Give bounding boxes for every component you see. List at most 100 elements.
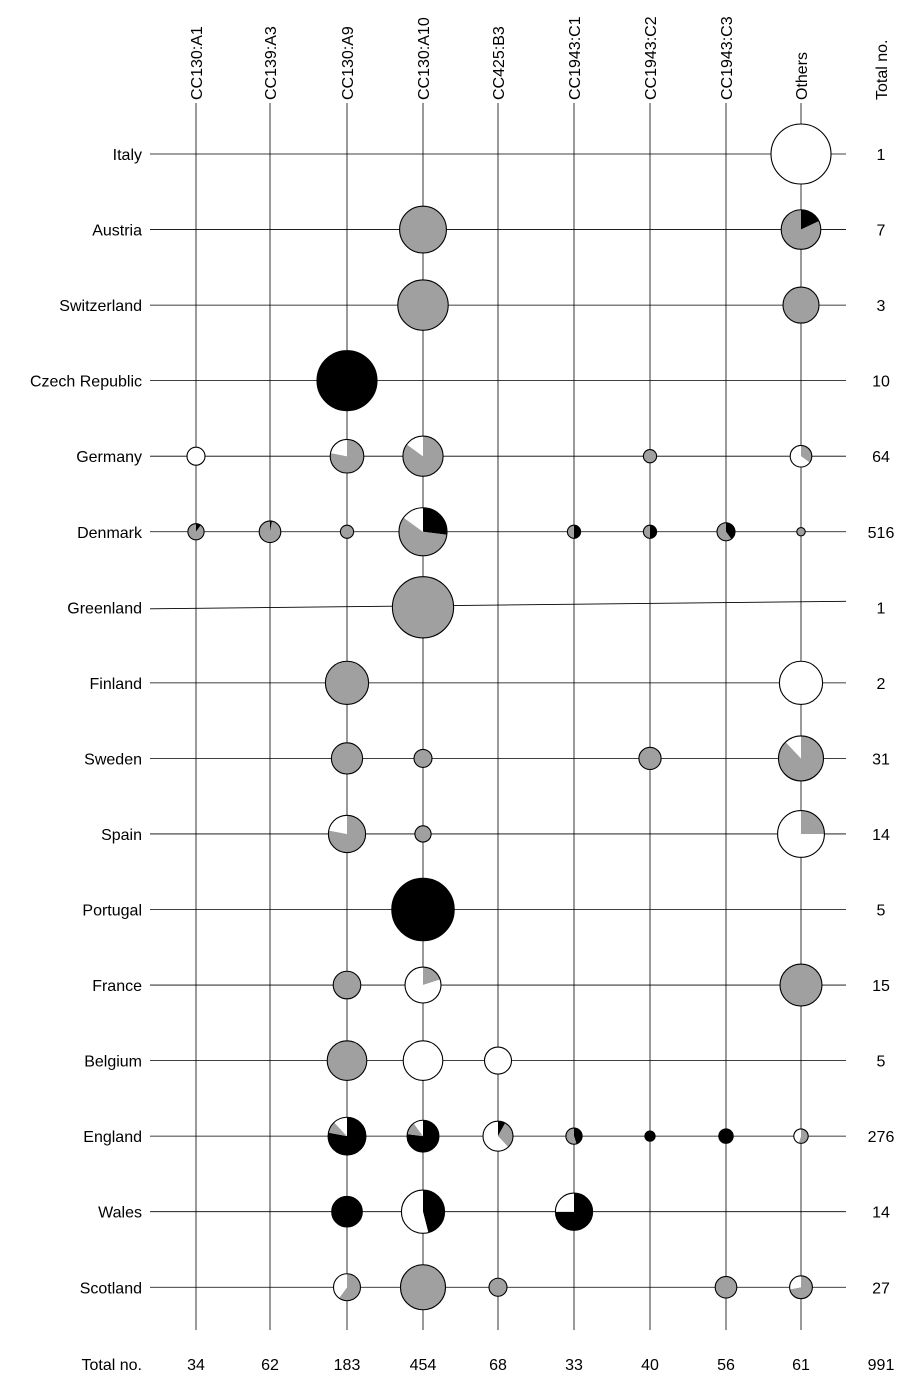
column-total: 68 xyxy=(489,1357,507,1374)
pie-slice xyxy=(397,279,449,331)
pie-slice xyxy=(334,1117,347,1137)
pie-slice xyxy=(392,576,454,638)
bubble-outline xyxy=(339,524,355,539)
row-label: France xyxy=(92,978,142,995)
bubble-outline xyxy=(332,1273,362,1302)
pie-slice xyxy=(330,439,347,457)
pie-slice xyxy=(331,742,363,775)
pie-slice xyxy=(771,124,831,184)
bubble-outline xyxy=(482,1120,514,1152)
pie-slice xyxy=(405,967,441,1004)
bubble-outline xyxy=(397,279,449,331)
pie-slice xyxy=(259,520,281,543)
row-total: 64 xyxy=(872,449,890,466)
pie-slice xyxy=(489,1278,507,1297)
bubble-outline xyxy=(566,524,582,539)
row-label: Sweden xyxy=(84,751,142,768)
pie-slice xyxy=(327,1040,367,1081)
bubble-outline xyxy=(406,1119,440,1153)
row-total: 15 xyxy=(872,978,890,995)
row-total: 14 xyxy=(872,827,890,844)
row-label: Spain xyxy=(101,827,142,844)
bubble-outline xyxy=(796,526,806,537)
pie-slice xyxy=(790,445,810,467)
column-total: 62 xyxy=(261,1357,279,1374)
bubble-outline xyxy=(330,742,364,775)
pie-slice xyxy=(498,1121,506,1137)
column-total: 61 xyxy=(792,1357,810,1374)
bubble-outline xyxy=(331,1195,363,1228)
pie-slice xyxy=(718,1128,734,1144)
pie-slice xyxy=(407,1123,423,1137)
pie-slice xyxy=(423,507,447,535)
row-total: 14 xyxy=(872,1205,890,1222)
pie-slice xyxy=(400,1264,446,1310)
bubble-outline xyxy=(329,438,365,474)
pie-slice xyxy=(567,525,574,539)
row-total: 516 xyxy=(868,525,895,542)
bubble-outline xyxy=(187,523,205,541)
pie-slice xyxy=(328,1122,347,1137)
bubble-outline xyxy=(327,1116,367,1156)
pie-slice xyxy=(340,525,354,539)
pie-slice xyxy=(780,964,822,1007)
bubble-outline xyxy=(793,1128,809,1144)
grand-total: 991 xyxy=(868,1357,895,1374)
bubble-outline xyxy=(258,520,282,544)
bubble-outline xyxy=(326,1040,368,1081)
pie-slice xyxy=(779,661,823,705)
row-total: 31 xyxy=(872,751,890,768)
bubble-outline xyxy=(186,446,206,466)
column-total: 33 xyxy=(565,1357,583,1374)
pie-slice xyxy=(781,209,821,250)
pie-slice xyxy=(482,1121,509,1152)
column-header: CC130:A9 xyxy=(340,26,357,100)
pie-slice xyxy=(796,527,806,536)
column-header: CC1943:C1 xyxy=(567,16,584,100)
bubble-outline xyxy=(777,809,825,858)
row-label: Scotland xyxy=(80,1280,142,1297)
row-label: Austria xyxy=(92,223,142,240)
pie-slice xyxy=(574,525,581,539)
bubble-outline xyxy=(414,825,432,843)
total-row-label: Total no. xyxy=(82,1357,142,1374)
row-label: Greenland xyxy=(67,600,142,617)
pie-slice xyxy=(643,449,657,463)
bubble-outline xyxy=(554,1192,594,1231)
bubble-outline xyxy=(400,1189,446,1234)
pie-slice xyxy=(716,522,732,541)
pie-slice xyxy=(789,1275,813,1299)
row-label: Germany xyxy=(76,449,142,466)
pie-slice xyxy=(339,1273,361,1301)
bubble-outline xyxy=(402,435,444,477)
pie-slice xyxy=(399,206,447,253)
pie-slice xyxy=(401,1190,429,1234)
column-header: CC130:A10 xyxy=(416,17,433,100)
row-total: 7 xyxy=(877,223,886,240)
column-total: 454 xyxy=(410,1357,437,1374)
pie-slice xyxy=(413,1120,423,1137)
pie-slice xyxy=(498,1123,513,1148)
pie-slice xyxy=(650,525,657,539)
pie-slice xyxy=(196,523,201,532)
row-label: Switzerland xyxy=(59,298,142,315)
row-total: 3 xyxy=(877,298,886,315)
pie-slice xyxy=(391,878,455,941)
bubble-outline xyxy=(718,1128,734,1144)
pie-slice xyxy=(317,350,377,411)
bubble-outline xyxy=(404,966,442,1004)
pie-slice xyxy=(555,1193,574,1212)
row-total: 1 xyxy=(877,600,886,617)
bubble-outline xyxy=(483,1046,513,1075)
row-total: 276 xyxy=(868,1129,895,1146)
pie-slice xyxy=(484,1047,512,1075)
bubble-outline xyxy=(488,1277,508,1297)
bubble-outline xyxy=(644,1130,656,1142)
column-header: Others xyxy=(794,52,811,100)
pie-slice xyxy=(638,747,662,770)
pie-slice xyxy=(328,815,347,834)
bubble-outline xyxy=(324,660,370,706)
pie-slice xyxy=(333,971,361,999)
pie-slice xyxy=(406,436,423,457)
